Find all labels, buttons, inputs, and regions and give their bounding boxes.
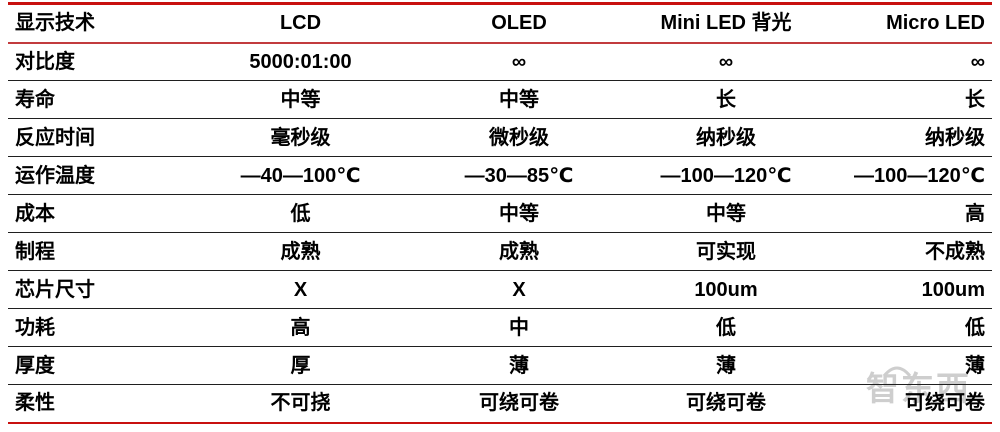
cell-lcd: 不可挠 <box>270 392 331 415</box>
cell-miniled: 纳秒级 <box>696 126 756 149</box>
row-label: 功耗 <box>15 316 55 339</box>
table-row-chip-size: 芯片尺寸 X X 100um 100um <box>8 271 992 309</box>
row-label: 厚度 <box>15 354 55 377</box>
cell-oled: 中 <box>509 316 529 339</box>
cell-miniled: 长 <box>716 88 736 111</box>
column-header-microled: Micro LED <box>886 12 985 35</box>
display-tech-comparison-table: 显示技术 LCD OLED Mini LED 背光 Micro LED 对比度 … <box>8 2 992 424</box>
cell-microled: 纳秒级 <box>925 126 985 149</box>
cell-microled: 低 <box>965 316 985 339</box>
column-header-attribute: 显示技术 <box>15 12 95 35</box>
cell-oled: 中等 <box>499 202 539 225</box>
column-header-miniled: Mini LED 背光 <box>660 12 792 35</box>
cell-oled: 微秒级 <box>489 126 549 149</box>
row-label: 对比度 <box>15 50 75 73</box>
row-label: 制程 <box>15 240 55 263</box>
cell-oled: 可绕可卷 <box>479 392 559 415</box>
cell-miniled: ∞ <box>718 50 734 73</box>
row-label: 成本 <box>15 202 55 225</box>
cell-microled: 高 <box>965 202 985 225</box>
cell-miniled: 薄 <box>716 354 736 377</box>
cell-miniled: 低 <box>716 316 736 339</box>
cell-microled: 可绕可卷 <box>905 392 985 415</box>
table-row-process: 制程 成熟 成熟 可实现 不成熟 <box>8 233 992 271</box>
cell-oled: 薄 <box>509 354 529 377</box>
cell-lcd: 毫秒级 <box>270 126 331 149</box>
table-row-contrast: 对比度 5000:01:00 ∞ ∞ ∞ <box>8 43 992 81</box>
table-row-thickness: 厚度 厚 薄 薄 薄 <box>8 347 992 385</box>
cell-lcd: —40—100℃ <box>240 164 361 187</box>
table-row-cost: 成本 低 中等 中等 高 <box>8 195 992 233</box>
cell-microled: 不成熟 <box>925 240 985 263</box>
cell-oled: —30—85℃ <box>464 164 574 187</box>
cell-miniled: 100um <box>694 278 758 301</box>
cell-microled: —100—120℃ <box>854 164 985 187</box>
cell-microled: 薄 <box>965 354 985 377</box>
cell-oled: ∞ <box>511 50 527 73</box>
cell-oled: 成熟 <box>499 240 539 263</box>
cell-miniled: —100—120℃ <box>660 164 792 187</box>
cell-lcd: 高 <box>290 316 311 339</box>
cell-oled: 中等 <box>499 88 539 111</box>
row-label: 柔性 <box>15 392 55 415</box>
column-header-lcd: LCD <box>279 12 322 35</box>
table-row-flexibility: 柔性 不可挠 可绕可卷 可绕可卷 可绕可卷 <box>8 385 992 423</box>
row-label: 反应时间 <box>15 126 95 149</box>
cell-lcd: X <box>293 278 308 301</box>
row-label: 运作温度 <box>15 164 95 187</box>
row-label: 寿命 <box>15 88 55 111</box>
table-row-response-time: 反应时间 毫秒级 微秒级 纳秒级 纳秒级 <box>8 119 992 157</box>
cell-lcd: 5000:01:00 <box>249 50 352 73</box>
cell-microled: 长 <box>965 88 985 111</box>
cell-lcd: 厚 <box>290 354 311 377</box>
column-header-oled: OLED <box>491 12 547 35</box>
table-row-power-consumption: 功耗 高 中 低 低 <box>8 309 992 347</box>
cell-miniled: 中等 <box>706 202 746 225</box>
cell-lcd: 成熟 <box>280 240 321 263</box>
row-label: 芯片尺寸 <box>15 278 95 301</box>
cell-lcd: 低 <box>290 202 311 225</box>
cell-miniled: 可绕可卷 <box>686 392 766 415</box>
table-row-operating-temperature: 运作温度 —40—100℃ —30—85℃ —100—120℃ —100—120… <box>8 157 992 195</box>
cell-microled: 100um <box>921 278 985 301</box>
header-row: 显示技术 LCD OLED Mini LED 背光 Micro LED <box>8 4 992 43</box>
cell-lcd: 中等 <box>280 88 321 111</box>
cell-oled: X <box>512 278 526 301</box>
cell-miniled: 可实现 <box>696 240 756 263</box>
cell-microled: ∞ <box>970 50 985 73</box>
table-row-lifespan: 寿命 中等 中等 长 长 <box>8 81 992 119</box>
